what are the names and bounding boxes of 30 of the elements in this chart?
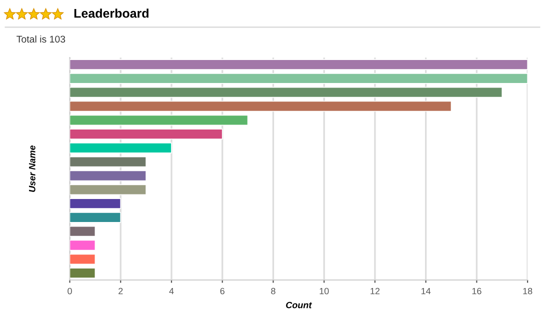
x-tick-label: 6 — [220, 288, 224, 294]
x-tick-label: 18 — [523, 288, 532, 294]
x-tick-label: 8 — [271, 288, 276, 294]
bar — [70, 198, 122, 209]
x-tick-label: 0 — [68, 288, 72, 294]
bar — [70, 142, 172, 154]
x-tick-label: 4 — [169, 288, 174, 294]
bar — [70, 268, 96, 278]
bar — [70, 212, 122, 223]
x-axis-title: Count — [286, 302, 312, 308]
chart-title: Leaderboard — [74, 8, 148, 18]
x-tick-label: 2 — [118, 288, 123, 294]
bar — [70, 240, 96, 251]
chart-subtitle: Total is 103 — [16, 35, 66, 43]
bar — [70, 114, 248, 126]
x-tick-label: 10 — [320, 288, 329, 294]
y-axis-title: User Name — [29, 145, 36, 192]
bar — [70, 170, 146, 182]
x-tick-label: 12 — [370, 288, 380, 294]
bar — [70, 226, 96, 237]
bar — [70, 73, 528, 84]
bar — [70, 254, 96, 265]
x-tick-label: 14 — [421, 288, 431, 294]
x-tick-label: 16 — [472, 288, 482, 294]
bar — [70, 128, 223, 140]
bar — [70, 100, 452, 112]
bar — [70, 59, 528, 70]
bar — [70, 184, 146, 196]
bar — [70, 86, 503, 98]
bar — [70, 156, 146, 168]
